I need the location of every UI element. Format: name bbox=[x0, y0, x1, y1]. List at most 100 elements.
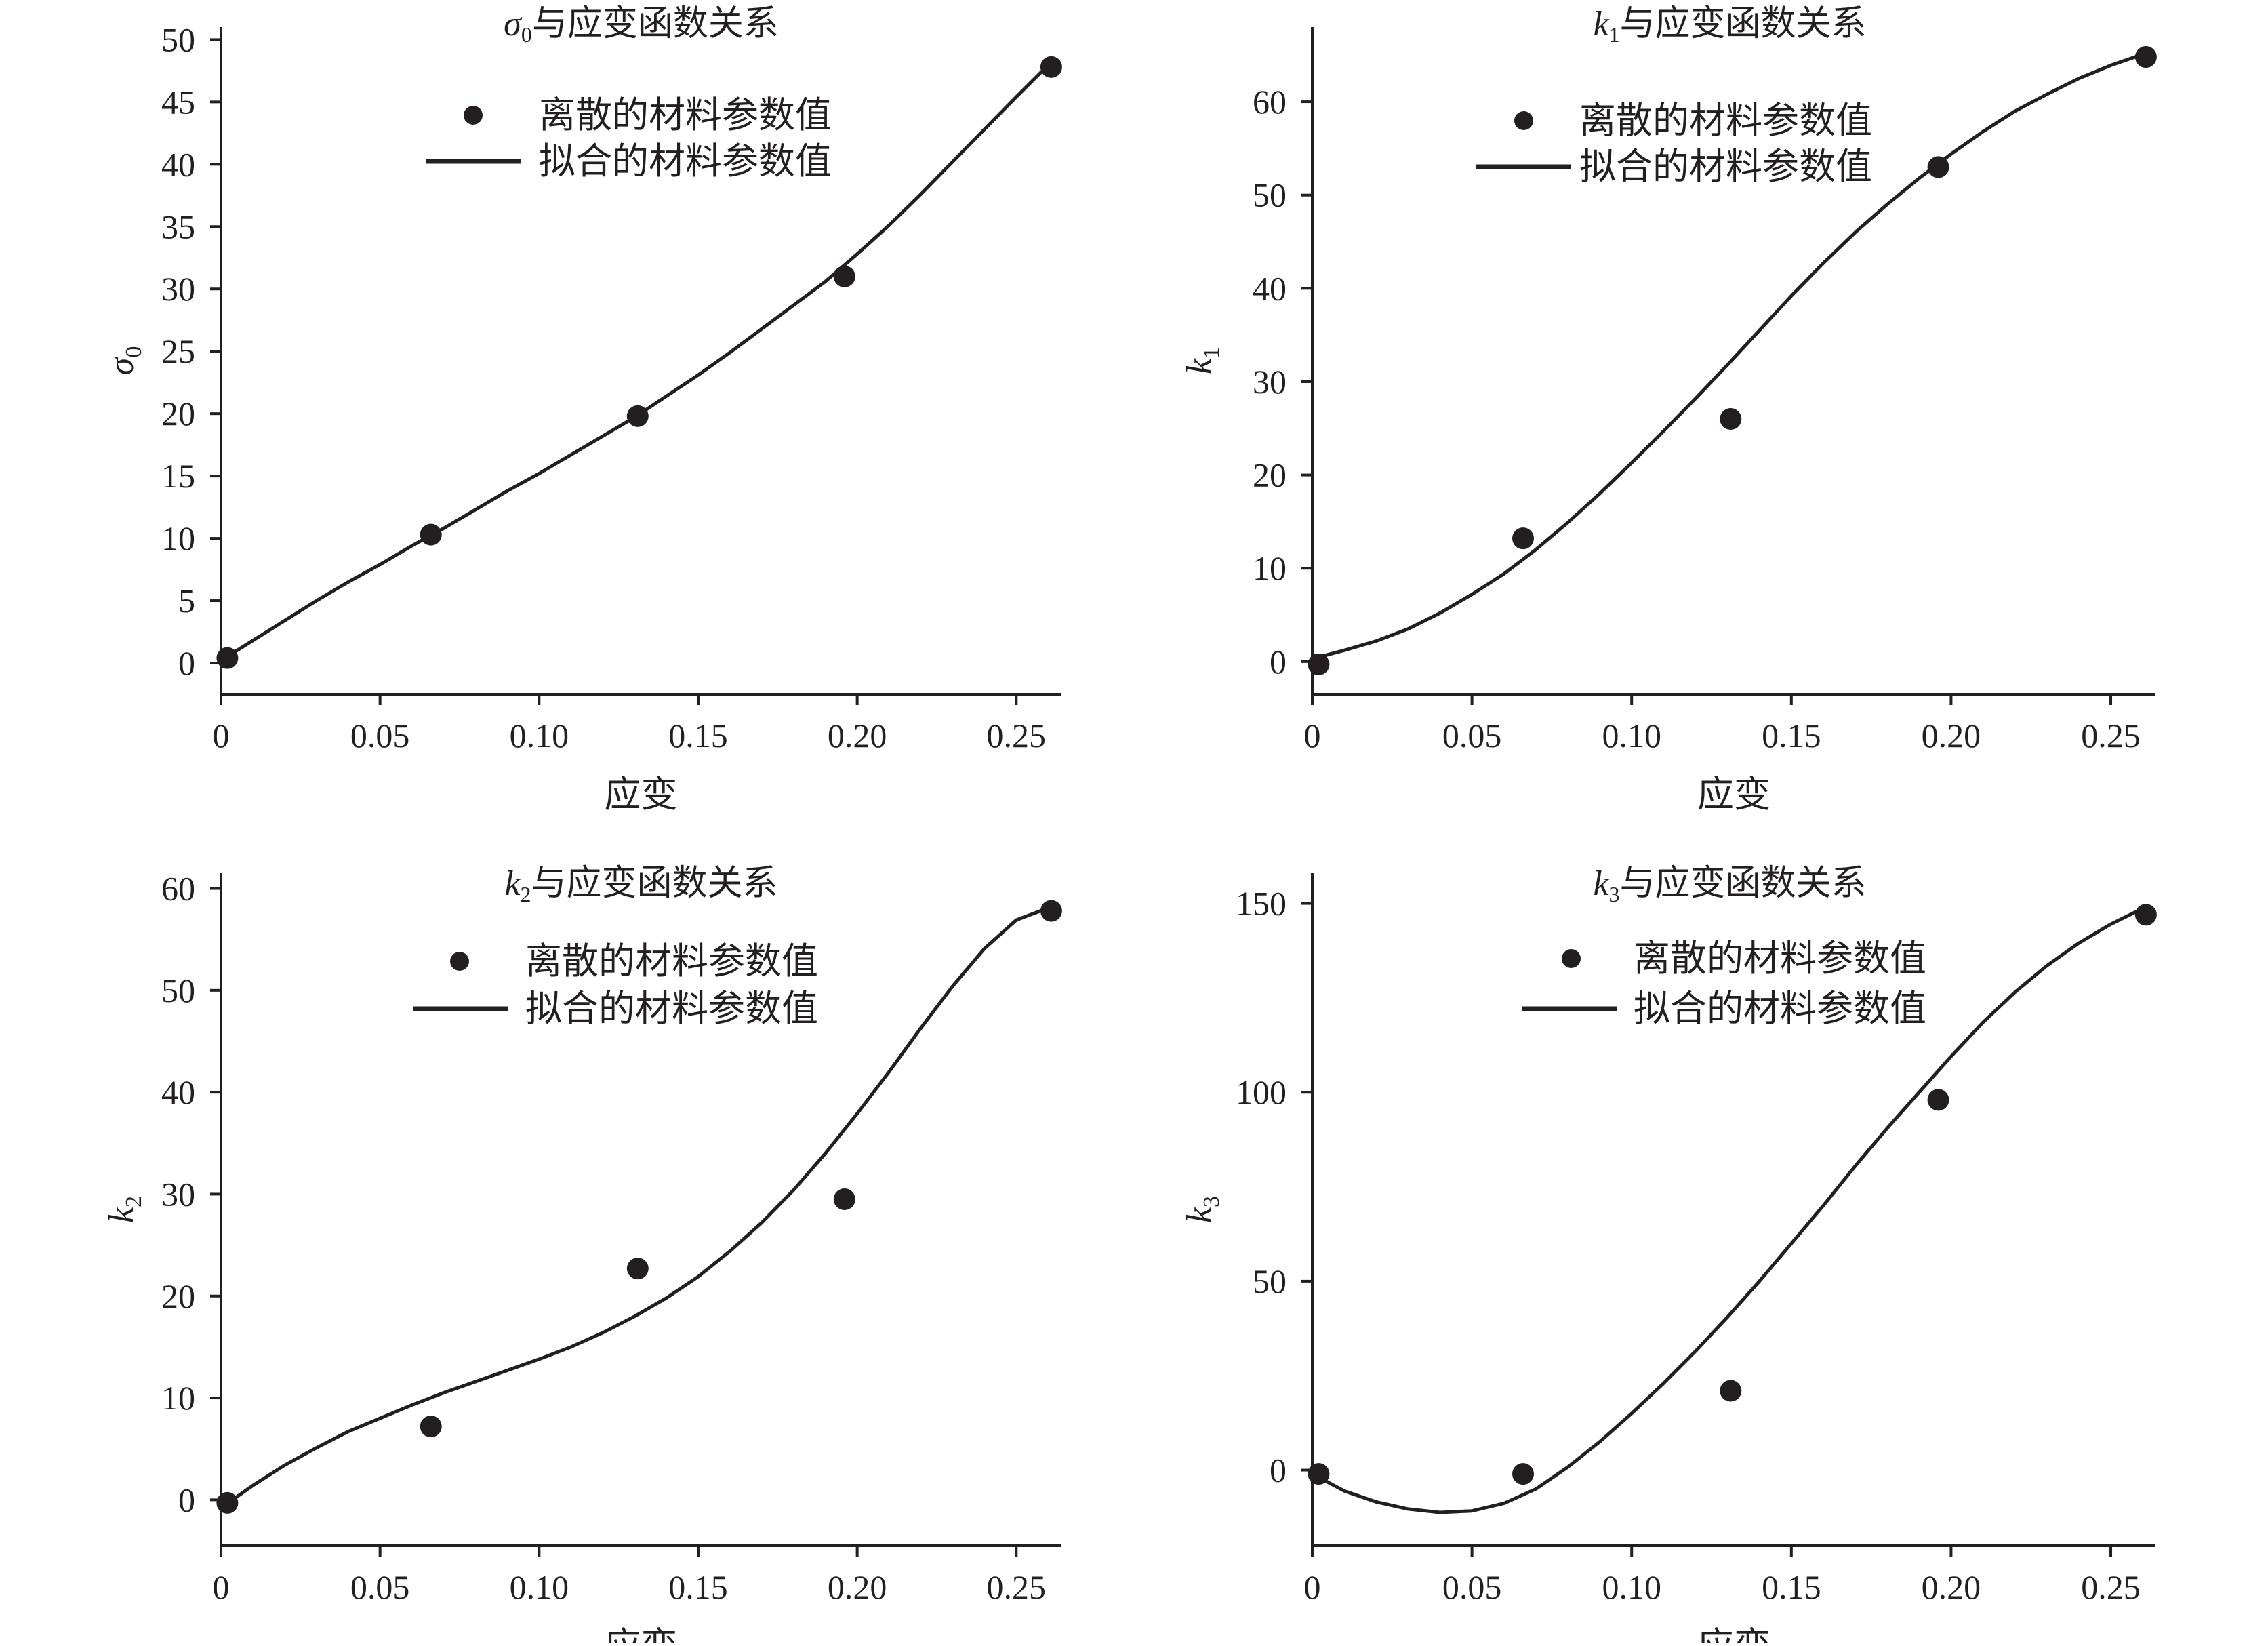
chart-panel-k2: 010203040506000.050.100.150.200.25应变k2k2… bbox=[102, 864, 1062, 1646]
y-tick-label: 150 bbox=[1236, 885, 1287, 923]
legend-points-label: 离散的材料参数值 bbox=[525, 941, 818, 982]
x-tick-label: 0.20 bbox=[828, 717, 887, 755]
y-tick-label: 20 bbox=[1253, 456, 1287, 494]
x-tick-label: 0.25 bbox=[987, 717, 1047, 755]
data-point bbox=[1720, 408, 1742, 430]
y-tick-label: 40 bbox=[161, 1073, 195, 1111]
y-axis-subscript: 0 bbox=[121, 346, 146, 358]
y-tick-label: 35 bbox=[161, 207, 195, 245]
x-tick-label: 0 bbox=[213, 717, 230, 755]
y-tick-label: 100 bbox=[1236, 1073, 1287, 1111]
x-tick-label: 0.25 bbox=[987, 1568, 1047, 1606]
y-axis-subscript: 3 bbox=[1199, 1196, 1224, 1207]
data-point bbox=[1927, 156, 1949, 178]
title-symbol: σ bbox=[504, 5, 523, 43]
chart-panel-sigma0: 0 5 10 15 20 25 30 35 40 45 50 0 0.05 0.10 0.15 0.20 0.2… bbox=[102, 5, 1062, 815]
x-tick-label: 0 bbox=[213, 1568, 230, 1606]
data-point bbox=[216, 1491, 239, 1514]
y-axis-subscript: 1 bbox=[1199, 347, 1224, 359]
legend-point-marker bbox=[1562, 949, 1581, 968]
y-axis-title: k1 bbox=[1180, 347, 1224, 374]
data-point bbox=[2134, 46, 2157, 68]
fit-curve bbox=[1312, 52, 2147, 661]
x-tick-label: 0.20 bbox=[828, 1568, 887, 1606]
data-point bbox=[2134, 904, 2157, 926]
x-tick-label: 0.10 bbox=[510, 717, 569, 755]
y-tick-label: 20 bbox=[161, 395, 195, 433]
x-tick-label: 0.25 bbox=[2081, 1568, 2141, 1606]
x-tick-label: 0.20 bbox=[1922, 717, 1981, 755]
data-point bbox=[833, 265, 855, 287]
x-tick-label: 0.05 bbox=[1442, 717, 1502, 755]
x-tick-label: 0.15 bbox=[1762, 717, 1821, 755]
x-tick-label: 0 bbox=[1304, 1568, 1321, 1606]
y-tick-label: 60 bbox=[161, 870, 195, 908]
legend-line-label: 拟合的材料参数值 bbox=[1634, 988, 1926, 1029]
y-tick-label: 45 bbox=[161, 83, 195, 121]
data-point bbox=[420, 523, 442, 546]
x-tick-label: 0 bbox=[1304, 717, 1321, 755]
y-tick-label: 0 bbox=[178, 644, 195, 682]
data-point bbox=[626, 405, 649, 427]
x-tick-label: 0.15 bbox=[1762, 1568, 1821, 1606]
x-tick-label: 0.15 bbox=[668, 1568, 728, 1606]
y-tick-label: 20 bbox=[161, 1277, 195, 1315]
legend-line-label: 拟合的材料参数值 bbox=[525, 988, 818, 1029]
y-tick-label: 15 bbox=[161, 457, 195, 495]
y-axis-symbol: k bbox=[102, 1207, 141, 1223]
y-tick-label: 40 bbox=[1253, 269, 1287, 307]
y-tick-label: 60 bbox=[1253, 83, 1287, 121]
x-tick-label: 0.05 bbox=[1442, 1568, 1502, 1606]
y-tick-label: 10 bbox=[161, 519, 195, 557]
title-subscript: 2 bbox=[521, 882, 531, 906]
chart-title: k3与应变函数关系 bbox=[1593, 864, 1866, 906]
data-point bbox=[420, 1416, 442, 1438]
x-tick-label: 0.05 bbox=[350, 1568, 410, 1606]
legend-points-label: 离散的材料参数值 bbox=[539, 95, 832, 136]
data-point bbox=[1720, 1380, 1742, 1402]
title-text: 与应变函数关系 bbox=[532, 5, 779, 43]
x-axis-title: 应变 bbox=[605, 1626, 678, 1643]
x-tick-label: 0.25 bbox=[2081, 717, 2141, 755]
y-tick-label: 0 bbox=[178, 1481, 195, 1519]
y-axis-symbol: k bbox=[1180, 358, 1219, 374]
title-text: 与应变函数关系 bbox=[1620, 864, 1867, 903]
title-text: 与应变函数关系 bbox=[531, 864, 778, 903]
x-tick-label: 0.05 bbox=[350, 717, 410, 755]
y-axis-title: k3 bbox=[1180, 1196, 1224, 1223]
data-point bbox=[1308, 1463, 1330, 1485]
title-symbol: k bbox=[504, 864, 521, 903]
legend-line-label: 拟合的材料参数值 bbox=[539, 141, 832, 182]
x-tick-label: 0.10 bbox=[1602, 1568, 1661, 1606]
data-point bbox=[1512, 527, 1534, 550]
data-point bbox=[1308, 653, 1330, 675]
data-point bbox=[1040, 900, 1062, 922]
y-tick-label: 50 bbox=[161, 971, 195, 1009]
y-tick-label: 30 bbox=[161, 1175, 195, 1213]
title-subscript: 1 bbox=[1609, 22, 1620, 47]
chart-title: σ0与应变函数关系 bbox=[504, 5, 779, 47]
title-symbol: k bbox=[1593, 5, 1609, 43]
y-axis-symbol: k bbox=[1180, 1207, 1219, 1223]
x-tick-label: 0.15 bbox=[668, 717, 728, 755]
chart-title: k1与应变函数关系 bbox=[1593, 5, 1866, 47]
title-subscript: 0 bbox=[521, 22, 532, 47]
x-tick-label: 0.10 bbox=[1602, 717, 1661, 755]
fit-curve bbox=[1311, 904, 2150, 1514]
data-point bbox=[1512, 1463, 1534, 1485]
data-point bbox=[1040, 56, 1062, 78]
y-axis-subscript: 2 bbox=[121, 1196, 146, 1207]
y-tick-label: 50 bbox=[1253, 176, 1287, 214]
legend-point-marker bbox=[1514, 111, 1533, 130]
chart-title: k2与应变函数关系 bbox=[504, 864, 777, 906]
data-point bbox=[833, 1188, 855, 1210]
y-axis-title: σ0 bbox=[102, 346, 146, 376]
data-point bbox=[216, 647, 239, 669]
title-subscript: 3 bbox=[1609, 882, 1620, 906]
legend-points-label: 离散的材料参数值 bbox=[1634, 938, 1926, 979]
title-text: 与应变函数关系 bbox=[1620, 5, 1867, 43]
y-axis-symbol: σ bbox=[102, 356, 141, 375]
